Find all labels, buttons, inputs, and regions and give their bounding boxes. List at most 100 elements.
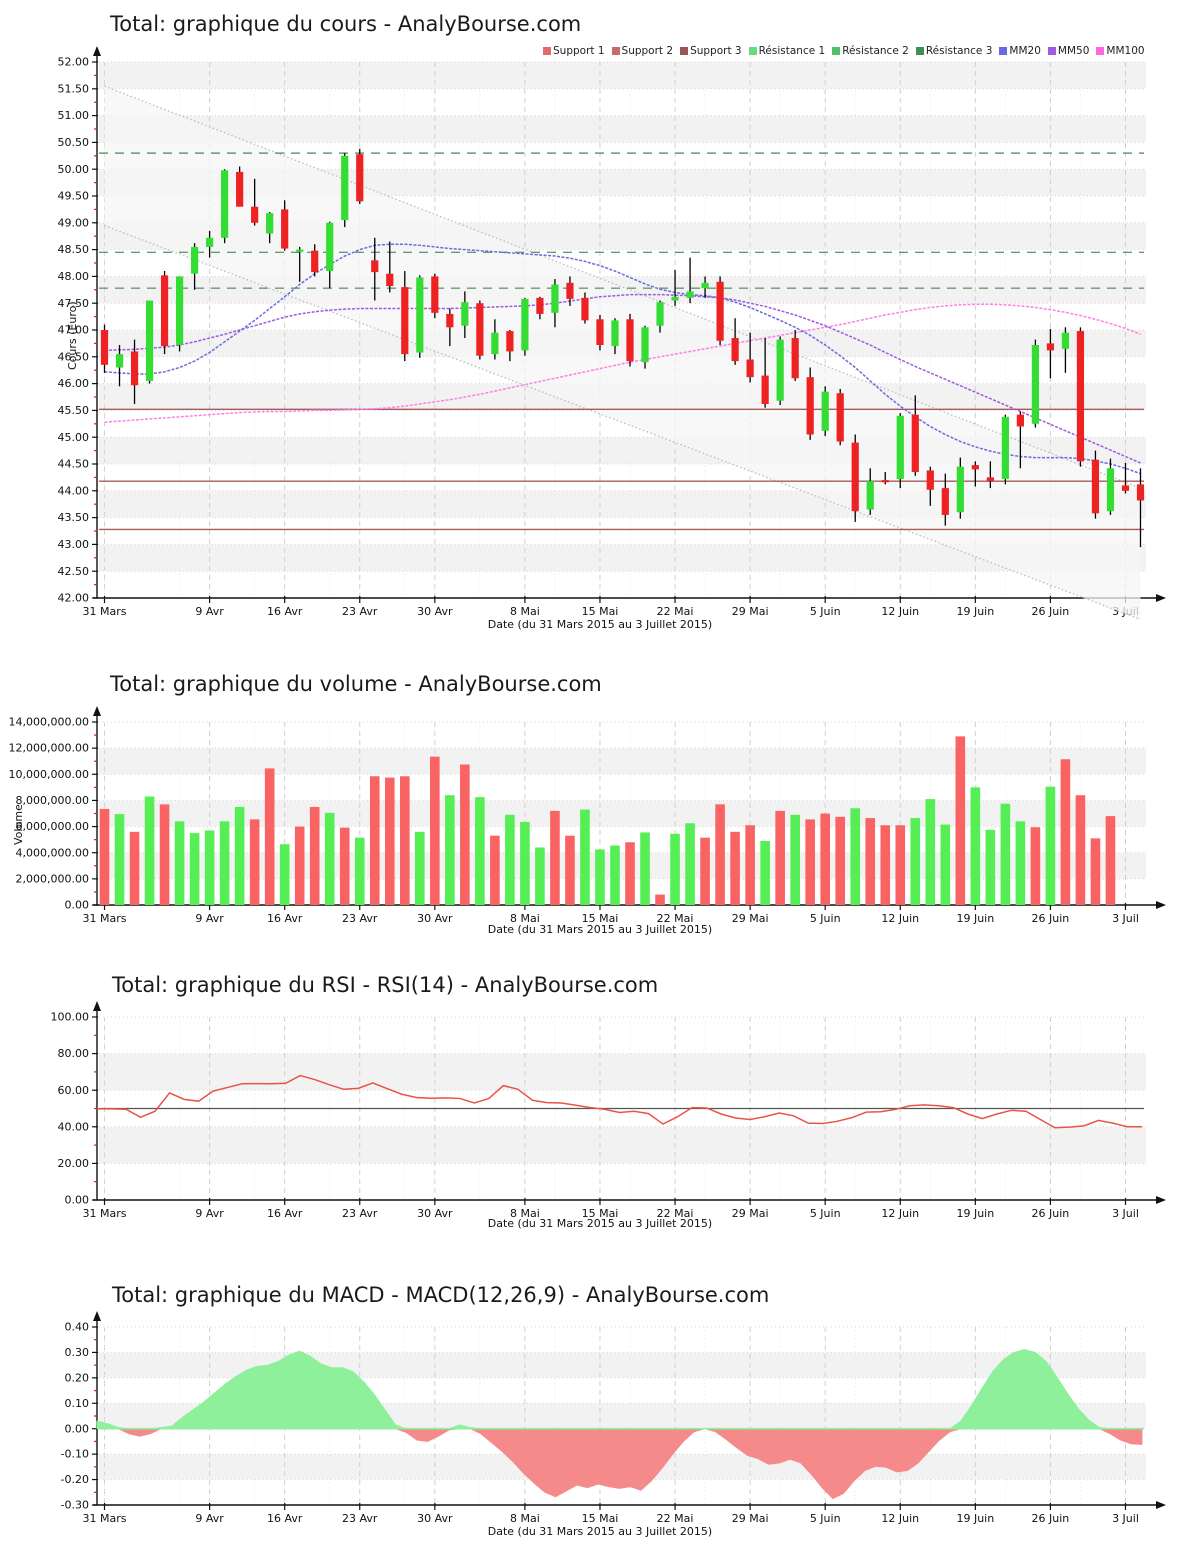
volume-bar[interactable] bbox=[219, 821, 230, 905]
candlestick[interactable] bbox=[326, 221, 334, 289]
candlestick[interactable] bbox=[446, 308, 454, 347]
candlestick[interactable] bbox=[731, 318, 739, 365]
candlestick[interactable] bbox=[806, 367, 814, 440]
volume-bar[interactable] bbox=[835, 816, 846, 905]
volume-bar[interactable] bbox=[820, 813, 830, 906]
volume-bar[interactable] bbox=[399, 776, 410, 905]
volume-bar[interactable] bbox=[640, 832, 650, 905]
candlestick[interactable] bbox=[115, 345, 124, 387]
candlestick[interactable] bbox=[581, 292, 589, 324]
candlestick[interactable] bbox=[296, 246, 304, 282]
candlestick[interactable] bbox=[386, 241, 394, 293]
volume-bar[interactable] bbox=[910, 818, 921, 905]
candlestick[interactable] bbox=[746, 332, 754, 383]
candlestick[interactable] bbox=[491, 319, 499, 360]
volume-bar[interactable] bbox=[595, 849, 605, 905]
volume-bar[interactable] bbox=[144, 796, 155, 905]
candlestick[interactable] bbox=[130, 339, 139, 404]
volume-bar[interactable] bbox=[294, 826, 305, 905]
macd-chart-plot[interactable]: -0.30 -0.20 -0.10 0.00 0.10 0.20 0.30 0.40 31 Ma… bbox=[0, 1265, 1200, 1550]
candlestick[interactable] bbox=[641, 325, 649, 369]
candlestick[interactable] bbox=[881, 472, 889, 485]
volume-bar[interactable] bbox=[1060, 759, 1071, 905]
candlestick[interactable] bbox=[521, 297, 529, 356]
candlestick[interactable] bbox=[160, 271, 169, 355]
volume-bar[interactable] bbox=[715, 804, 725, 905]
candlestick[interactable] bbox=[671, 269, 679, 306]
candlestick[interactable] bbox=[1121, 462, 1130, 494]
volume-bar[interactable] bbox=[460, 764, 470, 905]
volume-bar[interactable] bbox=[550, 810, 560, 905]
volume-bar[interactable] bbox=[384, 777, 395, 905]
candlestick[interactable] bbox=[206, 230, 214, 258]
volume-bar[interactable] bbox=[1015, 821, 1026, 905]
candlestick[interactable] bbox=[941, 473, 949, 526]
volume-bar[interactable] bbox=[760, 840, 770, 905]
legend-item-support-1[interactable]: Support 1 bbox=[543, 45, 605, 57]
price-chart-plot[interactable]: 42.00 42.50 43.00 43.50 44.00 44.50 45.00 45.50… bbox=[0, 0, 1200, 640]
candlestick[interactable] bbox=[1001, 414, 1009, 485]
candlestick[interactable] bbox=[341, 153, 349, 228]
volume-bar[interactable] bbox=[99, 808, 110, 905]
candlestick[interactable] bbox=[145, 300, 154, 384]
candlestick[interactable] bbox=[986, 461, 994, 489]
volume-bar[interactable] bbox=[730, 831, 740, 905]
candlestick[interactable] bbox=[251, 178, 259, 226]
candlestick[interactable] bbox=[701, 276, 709, 298]
candlestick[interactable] bbox=[1046, 328, 1055, 379]
candlestick[interactable] bbox=[551, 279, 559, 328]
volume-bar[interactable] bbox=[354, 837, 365, 905]
volume-bar[interactable] bbox=[234, 806, 245, 905]
candlestick[interactable] bbox=[626, 313, 634, 367]
candlestick[interactable] bbox=[401, 271, 409, 362]
volume-bar[interactable] bbox=[309, 806, 320, 905]
candlestick[interactable] bbox=[356, 148, 364, 205]
candlestick[interactable] bbox=[1106, 458, 1115, 515]
volume-bar[interactable] bbox=[805, 819, 815, 905]
candlestick[interactable] bbox=[566, 276, 574, 306]
candlestick[interactable] bbox=[926, 466, 934, 506]
volume-bar[interactable] bbox=[505, 814, 515, 905]
legend-item-mm20[interactable]: MM20 bbox=[999, 45, 1041, 57]
volume-bar[interactable] bbox=[114, 814, 125, 905]
volume-bar[interactable] bbox=[445, 795, 455, 905]
volume-bar[interactable] bbox=[339, 827, 350, 905]
volume-bar[interactable] bbox=[880, 825, 891, 905]
volume-bar[interactable] bbox=[159, 804, 170, 905]
candlestick[interactable] bbox=[311, 244, 319, 277]
candlestick[interactable] bbox=[821, 386, 829, 437]
candlestick[interactable] bbox=[431, 273, 439, 319]
volume-bar[interactable] bbox=[1090, 838, 1101, 905]
candlestick[interactable] bbox=[1031, 339, 1039, 428]
candlestick[interactable] bbox=[761, 338, 769, 408]
volume-bar[interactable] bbox=[655, 894, 665, 905]
volume-bar[interactable] bbox=[865, 818, 876, 905]
candlestick[interactable] bbox=[776, 336, 784, 406]
volume-bar[interactable] bbox=[670, 833, 680, 905]
volume-bar[interactable] bbox=[129, 831, 140, 905]
volume-bar[interactable] bbox=[565, 835, 575, 905]
volume-bar[interactable] bbox=[174, 821, 185, 905]
candlestick[interactable] bbox=[866, 468, 874, 515]
candlestick[interactable] bbox=[1136, 468, 1145, 548]
candlestick[interactable] bbox=[536, 296, 544, 320]
candlestick[interactable] bbox=[476, 300, 484, 360]
candlestick[interactable] bbox=[596, 314, 604, 351]
volume-bar[interactable] bbox=[475, 797, 485, 905]
volume-bar[interactable] bbox=[1105, 816, 1116, 905]
candlestick[interactable] bbox=[656, 300, 664, 333]
candlestick[interactable] bbox=[266, 212, 274, 244]
volume-bar[interactable] bbox=[415, 831, 425, 905]
volume-bar[interactable] bbox=[700, 837, 710, 905]
candlestick[interactable] bbox=[1016, 411, 1024, 469]
volume-chart-plot[interactable]: 0.00 2,000,000.00 4,000,000.00 6,000,000.00… bbox=[0, 650, 1200, 950]
candlestick[interactable] bbox=[416, 275, 424, 358]
candlestick[interactable] bbox=[896, 413, 904, 489]
candlestick[interactable] bbox=[281, 200, 289, 251]
volume-bar[interactable] bbox=[850, 808, 861, 905]
volume-bar[interactable] bbox=[535, 847, 545, 905]
legend-item-r-sistance-1[interactable]: Résistance 1 bbox=[748, 45, 825, 57]
volume-bar[interactable] bbox=[940, 824, 951, 905]
candlestick[interactable] bbox=[506, 330, 514, 362]
candlestick[interactable] bbox=[911, 395, 919, 476]
